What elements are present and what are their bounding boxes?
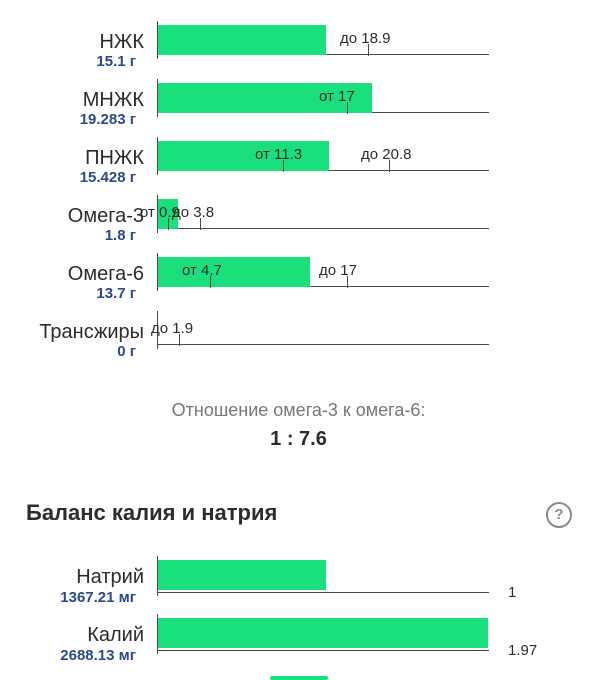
- balance-bar: [158, 618, 488, 648]
- row-label: МНЖК: [82, 89, 144, 111]
- limit-tick: [389, 160, 390, 172]
- balance-row-amount: 2688.13 мг: [60, 647, 136, 664]
- balance-ratio-label: 1.97: [508, 642, 538, 659]
- row-label: Омега-3: [67, 205, 144, 227]
- limit-tick: [179, 334, 180, 346]
- balance-row-amount: 1367.21 мг: [60, 589, 136, 606]
- balance-axis-baseline: [157, 592, 489, 593]
- limit-tick: [168, 218, 169, 230]
- balance-ratio-label: 1: [508, 584, 517, 601]
- omega-ratio-value: 1 : 7.6: [270, 428, 327, 450]
- row-axis-vertical: [157, 79, 158, 117]
- balance-section-title: Баланс калия и натрия: [26, 500, 278, 525]
- row-axis-baseline: [157, 228, 489, 229]
- question-circle-icon[interactable]: ?: [546, 502, 572, 528]
- row-amount: 15.428 г: [79, 169, 136, 186]
- limit-tick: [210, 276, 211, 288]
- limit-label: до 20.8: [361, 146, 412, 163]
- limit-tick: [283, 160, 284, 172]
- row-amount: 15.1 г: [96, 53, 136, 70]
- limit-label: до 3.8: [172, 204, 215, 221]
- row-axis-baseline: [157, 344, 489, 345]
- limit-label: от 17: [319, 88, 355, 105]
- row-amount: 19.283 г: [79, 111, 136, 128]
- limit-label: от 4.7: [182, 262, 222, 279]
- balance-axis-vertical: [157, 614, 158, 654]
- limit-label: до 17: [319, 262, 357, 279]
- balance-bar: [158, 560, 326, 590]
- row-axis-vertical: [157, 21, 158, 59]
- value-bar: [158, 199, 178, 229]
- row-amount: 1.8 г: [104, 227, 136, 244]
- balance-row-label: Натрий: [76, 566, 144, 588]
- value-bar: [158, 141, 329, 171]
- row-axis-vertical: [157, 311, 158, 349]
- limit-label: от 0.9: [140, 204, 180, 221]
- row-axis-vertical: [157, 137, 158, 175]
- bottom-handle: [270, 676, 328, 680]
- balance-axis-baseline: [157, 650, 489, 651]
- limit-tick: [347, 102, 348, 114]
- value-bar: [158, 257, 310, 287]
- row-amount: 13.7 г: [96, 285, 136, 302]
- row-axis-vertical: [157, 195, 158, 233]
- limit-tick: [368, 44, 369, 56]
- row-axis-vertical: [157, 253, 158, 291]
- balance-row-label: Калий: [87, 624, 144, 646]
- limit-label: от 11.3: [255, 146, 303, 163]
- row-label: Трансжиры: [39, 321, 144, 343]
- row-label: Омега-6: [67, 263, 144, 285]
- limit-tick: [200, 218, 201, 230]
- limit-tick: [347, 276, 348, 288]
- value-bar: [158, 25, 326, 55]
- row-axis-baseline: [157, 286, 489, 287]
- row-label: НЖК: [99, 31, 144, 53]
- value-bar: [158, 83, 372, 113]
- limit-label: до 1.9: [151, 320, 194, 337]
- omega-ratio-caption: Отношение омега-3 к омега-6:: [171, 400, 426, 420]
- limit-label: до 18.9: [340, 30, 391, 47]
- row-label: ПНЖК: [85, 147, 144, 169]
- balance-axis-vertical: [157, 556, 158, 596]
- row-amount: 0 г: [117, 343, 136, 360]
